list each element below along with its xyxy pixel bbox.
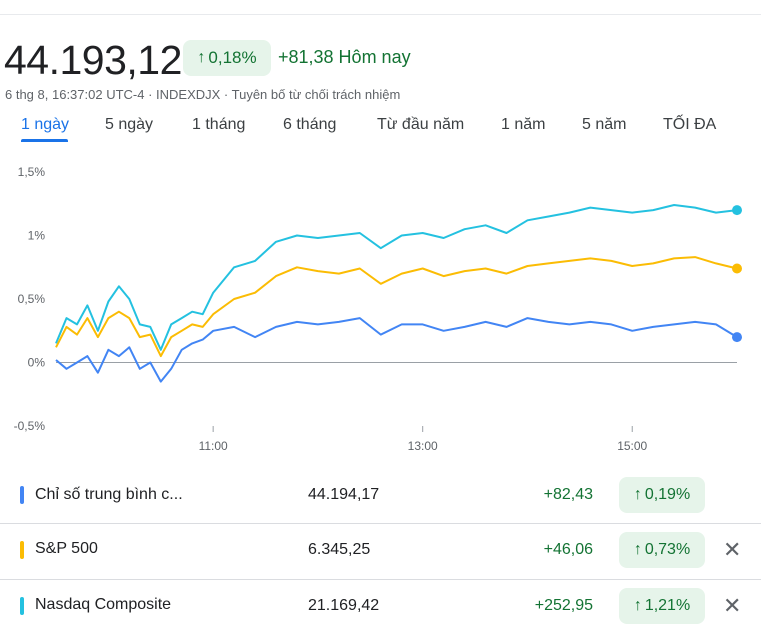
- row-percent: 1,21%: [644, 597, 691, 614]
- row-value: 21.169,42: [308, 597, 380, 614]
- y-tick-label: -0,5%: [14, 419, 46, 433]
- active-tab-indicator: [21, 139, 68, 142]
- series-line-0: [55, 204, 738, 351]
- comparison-row-sp500[interactable]: S&P 500 6.345,25 +46,06 ↑ 0,73% ✕: [0, 524, 761, 579]
- row-value: 44.194,17: [308, 486, 380, 503]
- quote-meta[interactable]: 6 thg 8, 16:37:02 UTC-4 · INDEXDJX · Tuy…: [5, 87, 401, 102]
- y-tick-label: 0,5%: [18, 292, 46, 306]
- row-name: S&P 500: [35, 540, 98, 557]
- remove-comparison-close-icon[interactable]: ✕: [723, 593, 742, 618]
- row-divider: [0, 579, 761, 580]
- row-name: Chỉ số trung bình c...: [35, 486, 183, 503]
- y-tick-label: 1,5%: [18, 165, 46, 179]
- tab-1-day[interactable]: 1 ngày: [21, 116, 70, 133]
- row-percent: 0,73%: [644, 541, 691, 558]
- arrow-up-icon: ↑: [633, 597, 642, 614]
- index-price: 44.193,12: [4, 37, 182, 83]
- row-change: +252,95: [534, 597, 593, 614]
- row-percent-chip: ↑ 1,21%: [619, 588, 705, 624]
- header-divider: [0, 14, 761, 15]
- series-color-marker: [20, 486, 24, 504]
- tab-6-months[interactable]: 6 tháng: [283, 116, 337, 133]
- series-end-point-1: [732, 263, 742, 274]
- x-tick-label: 11:00: [199, 439, 228, 453]
- arrow-up-icon: ↑: [633, 541, 642, 558]
- remove-comparison-close-icon[interactable]: ✕: [723, 537, 742, 562]
- row-percent-chip: ↑ 0,19%: [619, 477, 705, 513]
- x-tick-label: 13:00: [408, 439, 438, 453]
- range-tabs: 1 ngày 5 ngày 1 tháng 6 tháng Từ đầu năm…: [0, 116, 761, 142]
- arrow-up-icon: ↑: [197, 49, 206, 66]
- comparison-row-dow[interactable]: Chỉ số trung bình c... 44.194,17 +82,43 …: [0, 468, 761, 523]
- today-change: +81,38 Hôm nay: [278, 47, 411, 67]
- row-change: +46,06: [543, 541, 593, 558]
- tab-5-days[interactable]: 5 ngày: [105, 116, 154, 133]
- y-tick-label: 1%: [28, 229, 46, 243]
- x-tick-label: 15:00: [617, 439, 647, 453]
- series-color-marker: [20, 541, 24, 559]
- cutoff-title: [0, 0, 761, 4]
- tab-ytd[interactable]: Từ đầu năm: [377, 116, 465, 133]
- arrow-up-icon: ↑: [633, 486, 642, 503]
- row-percent: 0,19%: [644, 486, 691, 503]
- percent-change-value: 0,18%: [208, 48, 257, 67]
- series-line-2: [55, 317, 738, 383]
- series-end-point-2: [732, 332, 742, 343]
- row-divider: [0, 523, 761, 524]
- series-end-point-0: [732, 205, 742, 216]
- row-change: +82,43: [543, 486, 593, 503]
- percent-change-chip: ↑ 0,18%: [183, 40, 271, 76]
- comparison-row-nasdaq[interactable]: Nasdaq Composite 21.169,42 +252,95 ↑ 1,2…: [0, 580, 761, 635]
- row-name: Nasdaq Composite: [35, 596, 172, 613]
- series-line-1: [55, 256, 738, 358]
- tab-5-years[interactable]: 5 năm: [582, 116, 627, 133]
- row-percent-chip: ↑ 0,73%: [619, 532, 705, 568]
- y-tick-label: 0%: [28, 356, 46, 370]
- tab-max[interactable]: TỐI ĐA: [663, 116, 717, 133]
- row-value: 6.345,25: [308, 541, 371, 558]
- series-color-marker: [20, 597, 24, 615]
- index-line-chart[interactable]: 1,5% 1% 0,5% 0% -0,5% 11:00 13:00 15:00: [0, 150, 761, 460]
- tab-1-month[interactable]: 1 tháng: [192, 116, 246, 133]
- tab-1-year[interactable]: 1 năm: [501, 116, 546, 133]
